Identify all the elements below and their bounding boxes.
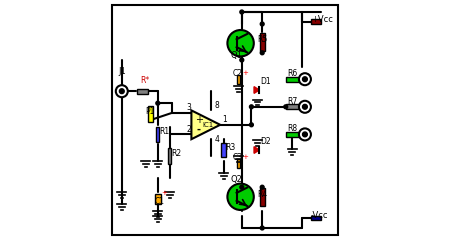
Polygon shape <box>254 87 259 93</box>
Circle shape <box>260 185 264 189</box>
Bar <box>156 127 159 142</box>
Circle shape <box>240 10 244 14</box>
Text: Q2: Q2 <box>231 175 243 184</box>
Text: R5: R5 <box>257 35 267 44</box>
Bar <box>237 159 240 168</box>
Circle shape <box>284 105 288 109</box>
Circle shape <box>260 22 264 26</box>
Text: R*: R* <box>140 76 150 85</box>
Circle shape <box>227 30 254 56</box>
Text: C1: C1 <box>155 198 165 206</box>
Bar <box>286 132 299 137</box>
Circle shape <box>260 51 264 55</box>
Bar <box>311 216 321 220</box>
Circle shape <box>119 89 124 94</box>
Text: +: + <box>194 115 202 125</box>
Circle shape <box>116 85 128 97</box>
Bar <box>155 194 161 204</box>
Bar <box>260 33 265 51</box>
Polygon shape <box>191 110 220 139</box>
Text: -: - <box>197 125 201 135</box>
Circle shape <box>302 132 307 137</box>
Bar <box>286 104 299 109</box>
Text: C2: C2 <box>233 69 243 78</box>
Circle shape <box>260 226 264 230</box>
Text: R7: R7 <box>287 97 297 106</box>
Text: 4: 4 <box>214 135 219 144</box>
Circle shape <box>240 185 244 189</box>
Text: R2: R2 <box>172 149 182 158</box>
Text: +: + <box>242 154 248 160</box>
Text: R1: R1 <box>160 127 170 136</box>
Text: R4: R4 <box>257 190 267 199</box>
Text: +: + <box>242 70 248 76</box>
Text: 1: 1 <box>223 115 227 124</box>
Circle shape <box>299 101 311 113</box>
Polygon shape <box>254 147 259 153</box>
Bar <box>311 19 321 24</box>
Text: +: + <box>162 190 167 196</box>
Text: D2: D2 <box>260 137 270 146</box>
Text: D1: D1 <box>260 77 270 86</box>
Text: C3: C3 <box>233 153 243 162</box>
Text: R6: R6 <box>287 69 297 78</box>
Circle shape <box>302 104 307 109</box>
Text: -Vcc: -Vcc <box>311 211 328 220</box>
Bar <box>260 188 265 206</box>
Text: 2: 2 <box>187 125 191 134</box>
Text: P1: P1 <box>145 107 154 116</box>
Circle shape <box>302 77 307 82</box>
Circle shape <box>156 101 160 105</box>
Text: Q1: Q1 <box>231 51 243 60</box>
Bar <box>137 89 148 94</box>
Text: 8: 8 <box>214 101 219 110</box>
Text: 3: 3 <box>187 103 192 112</box>
Text: J1: J1 <box>118 67 126 76</box>
Circle shape <box>299 128 311 140</box>
Circle shape <box>249 123 253 127</box>
Bar <box>237 75 240 84</box>
Circle shape <box>240 58 244 62</box>
Circle shape <box>249 105 253 109</box>
Text: +Vcc: +Vcc <box>311 15 333 24</box>
Bar <box>286 77 299 82</box>
Bar <box>221 144 226 157</box>
Bar <box>168 148 171 164</box>
Bar <box>148 106 153 122</box>
Text: R3: R3 <box>225 144 236 152</box>
Text: R8: R8 <box>287 124 297 133</box>
Circle shape <box>227 184 254 210</box>
Circle shape <box>299 73 311 85</box>
Text: IC1: IC1 <box>202 122 214 128</box>
